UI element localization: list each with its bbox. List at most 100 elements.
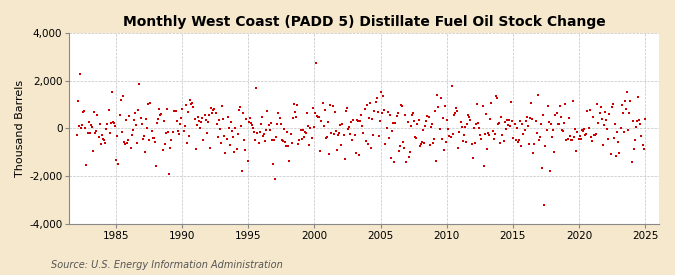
Point [128, 128, 138, 132]
Point [396, 103, 406, 108]
Point [436, 137, 447, 141]
Point [361, 103, 372, 108]
Point [566, 138, 576, 142]
Point [526, 101, 537, 105]
Point [223, 125, 234, 130]
Point [169, 109, 180, 114]
Point [305, 126, 316, 130]
Point [592, 102, 603, 106]
Point [119, 139, 130, 144]
Point [356, 113, 367, 117]
Point [581, 132, 592, 136]
Point [221, 137, 232, 141]
Point [578, 129, 589, 133]
Point [575, 137, 586, 141]
Point [102, 122, 113, 126]
Point [133, 108, 144, 112]
Point [155, 113, 166, 117]
Point [626, 160, 637, 164]
Point [630, 125, 641, 129]
Point [161, 131, 171, 135]
Point [207, 111, 217, 115]
Point [516, 144, 526, 148]
Point [420, 124, 431, 128]
Point [512, 139, 523, 144]
Point [219, 133, 230, 138]
Point [82, 131, 93, 136]
Point [545, 122, 556, 126]
Point [483, 131, 493, 136]
Point [264, 128, 275, 132]
Point [583, 126, 594, 130]
Point [89, 110, 100, 114]
Point [231, 147, 242, 151]
Point [215, 126, 225, 131]
Point [359, 107, 370, 112]
Point [124, 114, 135, 119]
Point [448, 113, 459, 117]
Point [453, 145, 464, 150]
Point [267, 138, 277, 143]
Point [570, 127, 580, 132]
Point [201, 131, 212, 135]
Point [535, 134, 545, 139]
Point [423, 115, 434, 119]
Point [146, 129, 157, 133]
Point [111, 157, 122, 162]
Point [574, 134, 585, 138]
Point [253, 141, 264, 145]
Point [333, 133, 344, 137]
Point [80, 126, 90, 130]
Point [630, 138, 641, 142]
Point [186, 102, 196, 106]
Point [605, 152, 616, 156]
Point [283, 144, 294, 148]
Point [140, 117, 151, 121]
Point [340, 157, 350, 161]
Point [279, 127, 290, 131]
Point [596, 117, 607, 121]
Point [252, 131, 263, 135]
Point [578, 127, 589, 131]
Point [303, 124, 314, 129]
Point [587, 114, 598, 119]
Point [524, 116, 535, 121]
Point [342, 105, 352, 110]
Point [340, 109, 351, 113]
Point [514, 138, 524, 142]
Point [366, 146, 377, 150]
Point [338, 133, 349, 137]
Point [572, 130, 583, 134]
Point [269, 138, 279, 142]
Point [549, 150, 560, 155]
Point [294, 138, 305, 142]
Point [451, 106, 462, 110]
Point [421, 119, 432, 123]
Point [593, 121, 604, 126]
Point [205, 146, 215, 150]
Point [263, 122, 274, 127]
Point [74, 71, 85, 76]
Point [560, 102, 571, 106]
Point [493, 121, 504, 125]
Point [554, 122, 564, 126]
Point [104, 130, 115, 135]
Point [234, 104, 245, 109]
Point [547, 135, 558, 139]
Point [307, 106, 318, 111]
Point [113, 162, 124, 166]
Text: Source: U.S. Energy Information Administration: Source: U.S. Energy Information Administ… [51, 260, 282, 270]
Point [312, 114, 323, 119]
Point [140, 150, 151, 155]
Point [190, 147, 201, 151]
Point [300, 130, 311, 135]
Point [79, 109, 90, 114]
Point [537, 166, 547, 170]
Point [329, 110, 340, 114]
Point [611, 154, 622, 158]
Point [489, 132, 500, 136]
Point [615, 126, 626, 131]
Point [216, 141, 227, 145]
Point [246, 121, 256, 125]
Point [198, 138, 209, 142]
